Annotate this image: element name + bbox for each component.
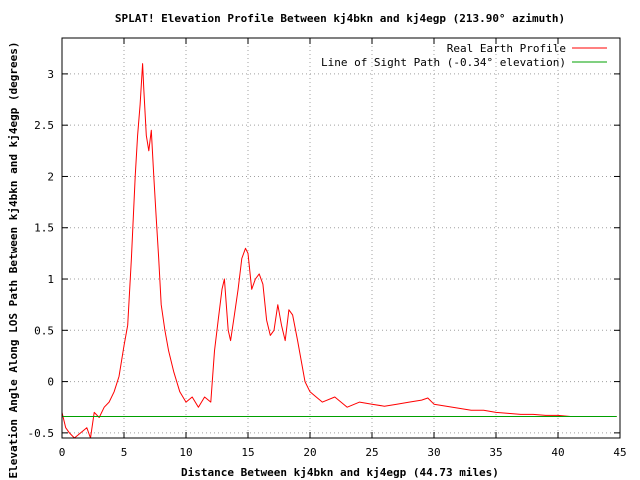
x-tick-label: 20 [303, 446, 316, 459]
legend: Real Earth Profile Line of Sight Path (-… [321, 42, 607, 69]
plot-frame [61, 37, 621, 439]
series-line-real-earth-profile [61, 63, 617, 439]
x-tick-label: 40 [551, 446, 564, 459]
legend-label-line-of-sight: Line of Sight Path (-0.34° elevation) [321, 56, 566, 69]
x-axis-ticks: 0 5 10 15 20 25 30 35 40 45 [59, 38, 627, 459]
x-tick-label: 35 [489, 446, 502, 459]
x-tick-label: 5 [121, 446, 128, 459]
y-tick-label: 2.5 [34, 119, 54, 132]
chart-title: SPLAT! Elevation Profile Between kj4bkn … [115, 12, 565, 25]
y-tick-label: 1 [47, 273, 54, 286]
y-tick-label: 2 [47, 170, 54, 183]
x-tick-label: 25 [365, 446, 378, 459]
y-tick-label: 3 [47, 68, 54, 81]
x-tick-label: 45 [613, 446, 626, 459]
legend-label-real-earth-profile: Real Earth Profile [447, 42, 566, 55]
y-tick-label: 0 [47, 376, 54, 389]
x-tick-label: 15 [241, 446, 254, 459]
y-axis-label: Elevation Angle Along LOS Path Between k… [7, 41, 20, 478]
x-tick-label: 0 [59, 446, 66, 459]
x-tick-label: 10 [179, 446, 192, 459]
y-tick-label: 1.5 [34, 222, 54, 235]
series-lines [61, 63, 617, 439]
grid-lines [62, 38, 620, 438]
x-axis-label: Distance Between kj4bkn and kj4egp (44.7… [181, 466, 499, 479]
y-axis-ticks: -0.5 0 0.5 1 1.5 2 2.5 3 [28, 68, 620, 440]
y-tick-label: 0.5 [34, 324, 54, 337]
x-tick-label: 30 [427, 446, 440, 459]
y-tick-label: -0.5 [28, 427, 55, 440]
